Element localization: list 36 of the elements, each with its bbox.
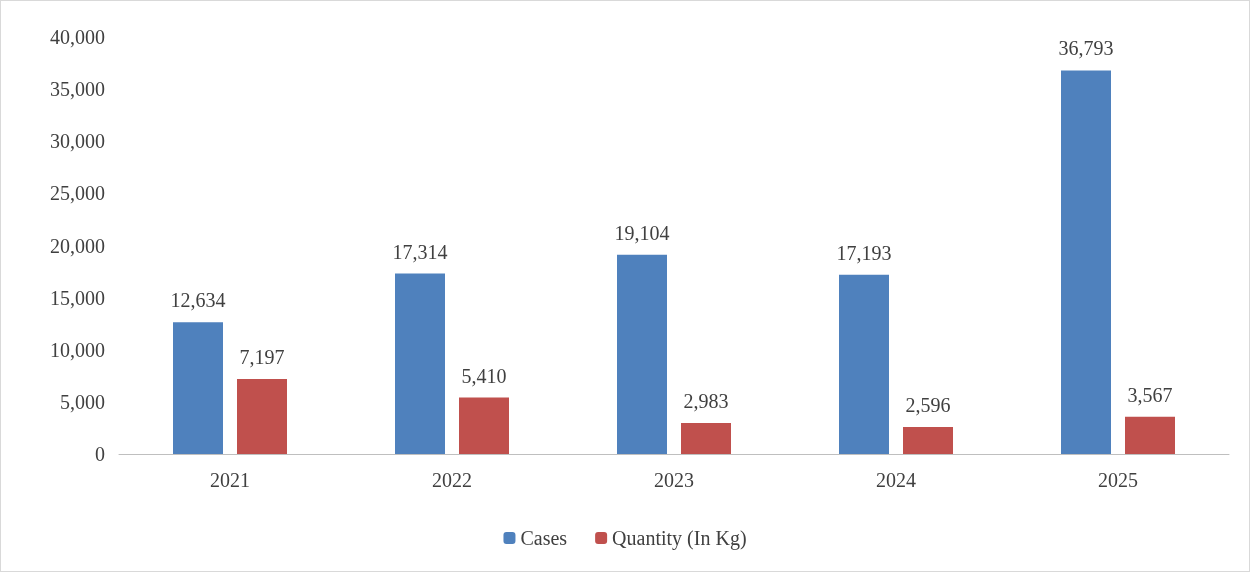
x-tick-label: 2025 — [1098, 469, 1138, 491]
y-tick-label: 40,000 — [50, 26, 105, 48]
data-label: 3,567 — [1127, 383, 1173, 406]
bar — [173, 322, 223, 454]
data-label: 2,596 — [905, 393, 951, 416]
bar — [839, 274, 889, 454]
x-tick-label: 2023 — [654, 469, 694, 491]
y-tick-label: 0 — [95, 443, 105, 465]
bar — [903, 426, 953, 454]
x-tick-label: 2021 — [210, 469, 250, 491]
bar — [459, 397, 509, 454]
data-label: 2,983 — [683, 389, 729, 412]
x-tick-label: 2024 — [876, 469, 916, 491]
y-tick-label: 10,000 — [50, 338, 105, 361]
bar — [395, 273, 445, 454]
bar — [1061, 70, 1111, 454]
data-label: 19,104 — [614, 221, 670, 244]
legend-label: Cases — [520, 527, 568, 549]
data-label: 17,193 — [836, 241, 892, 264]
y-tick-label: 35,000 — [50, 78, 105, 101]
data-label: 12,634 — [170, 289, 226, 312]
y-tick-label: 20,000 — [50, 234, 105, 257]
bar — [1125, 416, 1175, 454]
bar — [681, 422, 731, 454]
data-label: 7,197 — [239, 345, 285, 368]
data-label: 17,314 — [392, 240, 448, 263]
bar — [237, 378, 287, 454]
y-tick-label: 5,000 — [60, 390, 105, 413]
data-label: 36,793 — [1058, 37, 1114, 60]
bar — [617, 254, 667, 454]
y-tick-label: 25,000 — [50, 182, 105, 205]
y-tick-label: 15,000 — [50, 286, 105, 309]
legend-label: Quantity (In Kg) — [612, 527, 747, 550]
x-tick-label: 2022 — [432, 469, 472, 491]
data-label: 5,410 — [461, 364, 507, 387]
y-tick-label: 30,000 — [50, 130, 105, 153]
